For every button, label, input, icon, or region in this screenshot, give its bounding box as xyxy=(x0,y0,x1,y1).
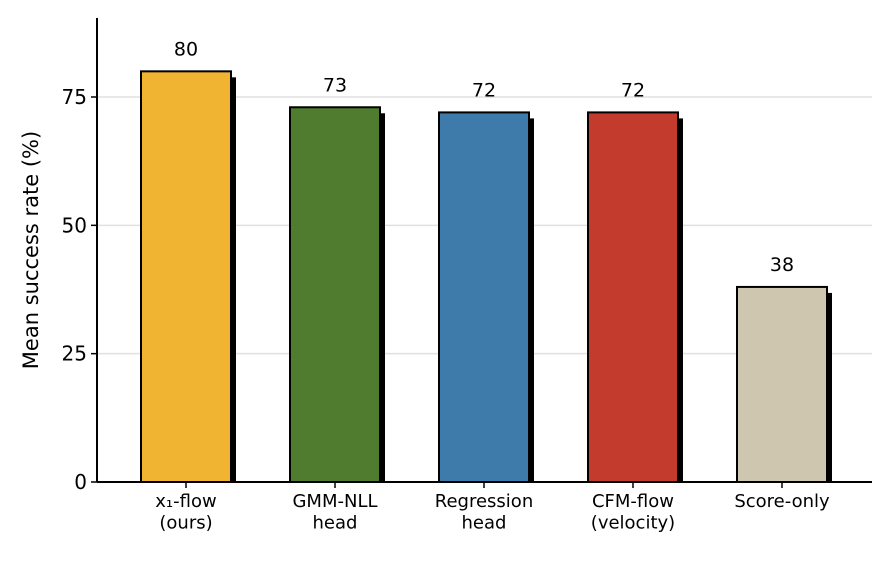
x-tick-label: Score-only xyxy=(734,491,830,512)
bar xyxy=(289,106,381,484)
x-tick-label: CFM-flow (velocity) xyxy=(591,491,675,534)
y-tick-label: 75 xyxy=(62,85,87,109)
y-tick-label: 25 xyxy=(62,342,87,366)
bar xyxy=(438,111,530,484)
value-label: 73 xyxy=(323,74,347,96)
value-label: 38 xyxy=(770,254,794,276)
y-tick-label: 0 xyxy=(74,470,87,494)
bar xyxy=(587,111,679,484)
value-label: 72 xyxy=(621,79,645,101)
x-tick-label: Regression head xyxy=(435,491,533,534)
y-axis-label: Mean success rate (%) xyxy=(19,131,43,369)
value-label: 72 xyxy=(472,79,496,101)
bar xyxy=(140,70,232,483)
bar xyxy=(736,285,828,483)
value-label: 80 xyxy=(174,38,198,60)
y-tick-label: 50 xyxy=(62,213,87,237)
x-tick-label: GMM-NLL head xyxy=(292,491,377,534)
x-tick-label: x₁-flow (ours) xyxy=(155,491,216,534)
